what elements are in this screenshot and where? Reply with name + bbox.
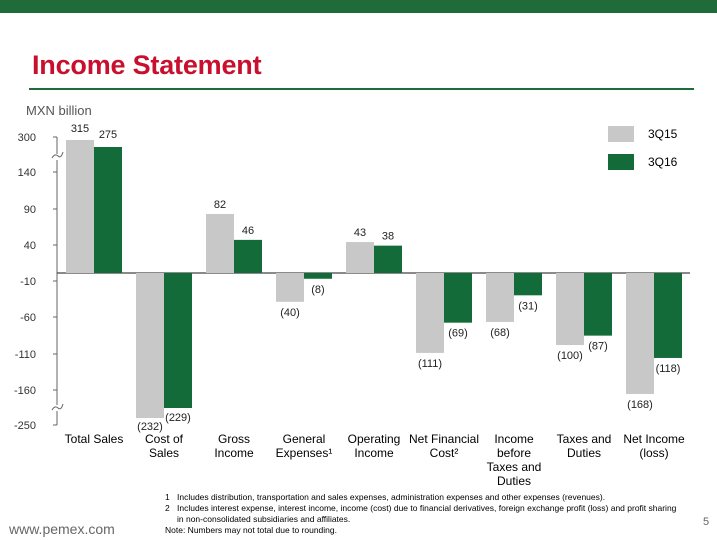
bar-3q15-1 bbox=[136, 273, 164, 418]
bar-3q15-0 bbox=[66, 140, 94, 273]
value-label-3q16: 275 bbox=[99, 129, 117, 141]
category-label-line: Cost of bbox=[145, 432, 184, 446]
footnote-2: 2 Includes interest expense, interest in… bbox=[165, 503, 685, 525]
value-label-3q16: (87) bbox=[588, 341, 608, 353]
y-axis-upper-break-mark bbox=[51, 151, 64, 159]
website-link[interactable]: www.pemex.com bbox=[9, 521, 115, 537]
page-title: Income Statement bbox=[32, 50, 262, 80]
category-label-line: Duties bbox=[497, 474, 531, 488]
legend-swatch-3q16 bbox=[608, 154, 634, 170]
value-label-3q15: (232) bbox=[137, 421, 163, 433]
value-label-3q16: 38 bbox=[382, 231, 394, 243]
category-label-line: Expenses¹ bbox=[276, 446, 333, 460]
value-label-3q15: (168) bbox=[627, 399, 653, 411]
category-label-line: Total Sales bbox=[65, 432, 124, 446]
category-label: Gross Income bbox=[214, 432, 254, 460]
category-label: Net Income (loss) bbox=[623, 432, 685, 460]
legend-swatch-3q15 bbox=[608, 126, 634, 142]
category-label-line: Income bbox=[354, 446, 394, 460]
bar-3q15-2 bbox=[206, 213, 234, 273]
footnote-2-text: Includes interest expense, interest inco… bbox=[177, 503, 677, 524]
value-label-3q16: (69) bbox=[448, 328, 468, 340]
legend-label-3q15: 3Q15 bbox=[648, 127, 678, 141]
bar-3q16-7 bbox=[584, 273, 612, 336]
category-label: Operating Income bbox=[348, 432, 401, 460]
category-label: Income before Taxes and Duties bbox=[487, 432, 542, 488]
category-label-line: Net Income bbox=[623, 432, 685, 446]
y-tick-label: 40 bbox=[24, 240, 36, 252]
footnote-1: 1 Includes distribution, transportation … bbox=[165, 492, 685, 503]
category-label: Total Sales bbox=[65, 432, 124, 446]
category-label: General Expenses¹ bbox=[276, 432, 333, 460]
top-brand-bar bbox=[0, 0, 717, 13]
value-label-3q15: (68) bbox=[490, 327, 510, 339]
y-tick-label: -10 bbox=[20, 276, 36, 288]
category-label-line: Operating bbox=[348, 432, 401, 446]
category-label-line: before bbox=[497, 446, 531, 460]
category-label-line: (loss) bbox=[639, 446, 668, 460]
value-label-3q16: 46 bbox=[242, 225, 254, 237]
bar-3q15-3 bbox=[276, 273, 304, 302]
bar-3q16-1 bbox=[164, 273, 192, 408]
value-label-3q15: (40) bbox=[280, 307, 300, 319]
legend-label-3q16: 3Q16 bbox=[648, 155, 678, 169]
y-tick-label: -250 bbox=[14, 420, 36, 432]
bar-3q15-7 bbox=[556, 273, 584, 345]
category-label-line: Taxes and bbox=[557, 432, 612, 446]
page-number: 5 bbox=[703, 516, 710, 528]
value-label-3q16: (8) bbox=[311, 284, 324, 296]
bar-3q16-2 bbox=[234, 239, 262, 273]
value-label-3q15: (100) bbox=[557, 350, 583, 362]
category-label-line: Taxes and bbox=[487, 460, 542, 474]
y-axis-lower-break-mark bbox=[51, 403, 64, 411]
bar-3q16-0 bbox=[94, 147, 122, 273]
footnote-1-number: 1 bbox=[165, 492, 170, 502]
bar-3q15-8 bbox=[626, 273, 654, 394]
y-tick-label: 140 bbox=[18, 167, 36, 179]
value-label-3q15: 82 bbox=[214, 199, 226, 211]
category-label: Net Financial Cost² bbox=[409, 432, 479, 460]
value-label-3q16: (118) bbox=[656, 363, 681, 375]
bar-3q16-5 bbox=[444, 273, 472, 323]
y-tick-label: -160 bbox=[14, 385, 36, 397]
category-label-line: Gross bbox=[218, 432, 250, 446]
value-label-3q15: 43 bbox=[354, 227, 366, 239]
value-label-3q15: 315 bbox=[71, 123, 89, 135]
bar-3q15-6 bbox=[486, 273, 514, 322]
category-label-line: Income bbox=[494, 432, 534, 446]
bar-3q16-4 bbox=[374, 245, 402, 273]
y-tick-label: 300 bbox=[18, 132, 36, 144]
y-tick-label: -60 bbox=[20, 312, 36, 324]
title-divider bbox=[29, 88, 694, 90]
y-tick-label: -110 bbox=[15, 349, 36, 361]
category-label-line: Net Financial bbox=[409, 432, 479, 446]
footnote-1-text: Includes distribution, transportation an… bbox=[177, 492, 606, 502]
category-label-line: Cost² bbox=[430, 446, 459, 460]
value-label-3q16: (31) bbox=[518, 300, 538, 312]
category-label-line: Duties bbox=[567, 446, 601, 460]
rounding-note: Note: Numbers may not total due to round… bbox=[165, 525, 337, 535]
bar-3q16-6 bbox=[514, 273, 542, 296]
y-axis-unit-label: MXN billion bbox=[26, 103, 92, 118]
category-label: Taxes and Duties bbox=[557, 432, 612, 460]
footnotes: 1 Includes distribution, transportation … bbox=[165, 492, 685, 536]
category-label: Cost of Sales bbox=[145, 432, 184, 460]
category-label-line: Income bbox=[214, 446, 254, 460]
value-label-3q16: (229) bbox=[165, 412, 191, 424]
bar-3q15-5 bbox=[416, 273, 444, 353]
category-label-line: Sales bbox=[149, 446, 179, 460]
bar-3q16-8 bbox=[654, 273, 682, 358]
bar-3q16-3 bbox=[304, 273, 332, 279]
bar-3q15-4 bbox=[346, 242, 374, 273]
category-label-line: General bbox=[283, 432, 326, 446]
y-tick-label: 90 bbox=[24, 204, 36, 216]
footnote-2-number: 2 bbox=[165, 503, 170, 513]
value-label-3q15: (111) bbox=[418, 358, 442, 370]
